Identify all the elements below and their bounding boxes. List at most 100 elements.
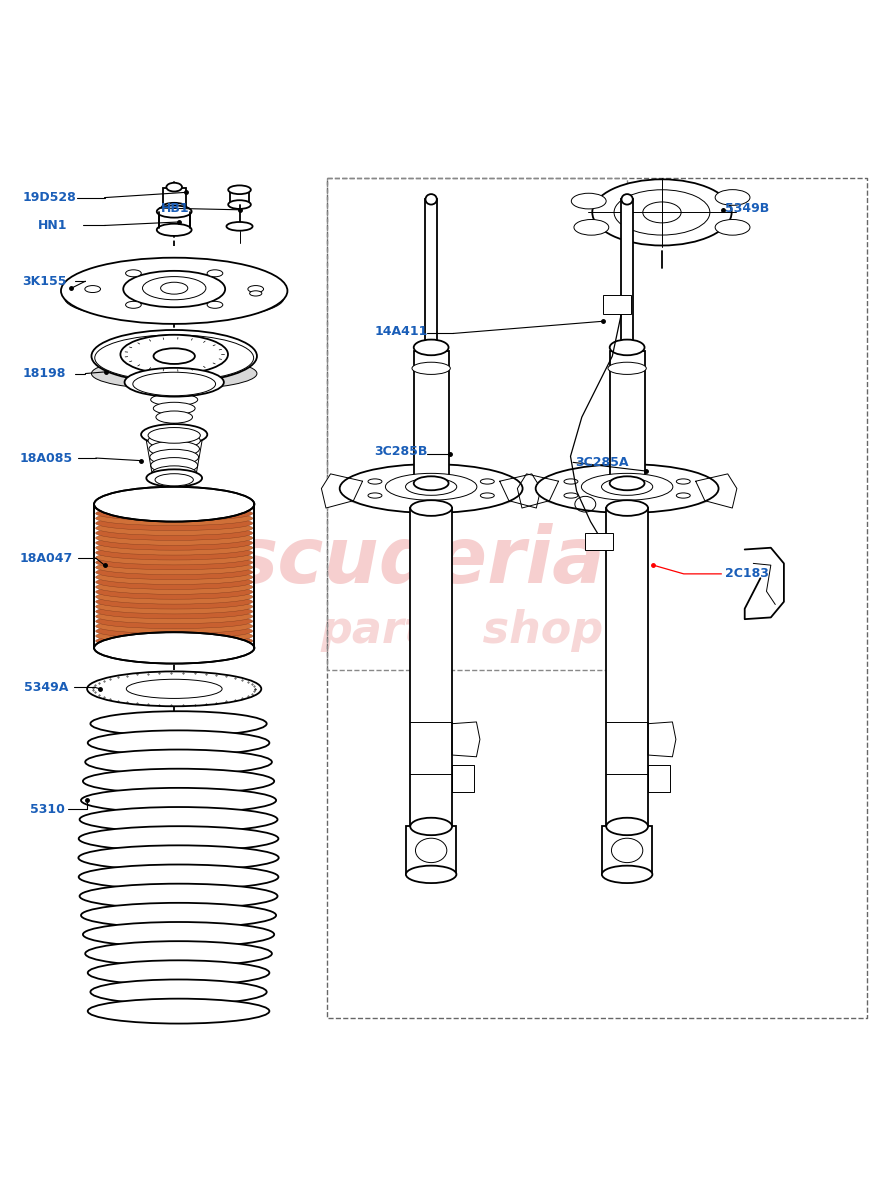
Ellipse shape	[611, 839, 643, 863]
Ellipse shape	[126, 679, 222, 698]
Ellipse shape	[91, 358, 257, 389]
Ellipse shape	[96, 634, 253, 648]
Ellipse shape	[156, 410, 192, 424]
Text: 18A047: 18A047	[19, 552, 72, 565]
Ellipse shape	[571, 193, 606, 209]
Ellipse shape	[96, 521, 253, 535]
Ellipse shape	[602, 479, 652, 496]
Text: HN1: HN1	[38, 218, 68, 232]
Text: 5349B: 5349B	[725, 202, 769, 215]
Bar	[585, 533, 613, 551]
Ellipse shape	[141, 424, 207, 445]
Ellipse shape	[410, 500, 452, 516]
Ellipse shape	[96, 580, 253, 594]
Polygon shape	[648, 764, 670, 792]
Text: scuderia: scuderia	[232, 523, 604, 599]
Ellipse shape	[481, 493, 495, 498]
Ellipse shape	[96, 570, 253, 584]
Ellipse shape	[582, 473, 672, 500]
Ellipse shape	[96, 594, 253, 610]
Ellipse shape	[207, 301, 223, 308]
Ellipse shape	[153, 402, 195, 414]
Ellipse shape	[91, 979, 267, 1004]
Ellipse shape	[91, 684, 257, 703]
Ellipse shape	[96, 599, 253, 614]
Text: 18A085: 18A085	[19, 451, 72, 464]
Ellipse shape	[606, 817, 648, 835]
Ellipse shape	[166, 182, 182, 192]
Ellipse shape	[84, 286, 100, 293]
Ellipse shape	[425, 343, 436, 352]
Ellipse shape	[564, 493, 577, 498]
Ellipse shape	[368, 479, 381, 484]
Ellipse shape	[406, 865, 456, 883]
Ellipse shape	[481, 479, 495, 484]
Ellipse shape	[88, 998, 269, 1024]
Ellipse shape	[79, 808, 278, 832]
Text: 3K155: 3K155	[23, 275, 67, 288]
Ellipse shape	[96, 565, 253, 580]
Ellipse shape	[83, 769, 274, 793]
Text: 3C285A: 3C285A	[575, 456, 628, 469]
Ellipse shape	[85, 941, 272, 966]
Ellipse shape	[610, 340, 645, 355]
Ellipse shape	[344, 484, 518, 511]
Bar	[606, 508, 648, 827]
Text: HB1: HB1	[161, 202, 190, 215]
Ellipse shape	[61, 258, 287, 324]
Ellipse shape	[715, 190, 750, 205]
Ellipse shape	[677, 479, 691, 484]
Ellipse shape	[78, 826, 279, 851]
Ellipse shape	[621, 343, 632, 352]
Text: parts  shop: parts shop	[320, 608, 604, 652]
Text: 5310: 5310	[30, 803, 64, 816]
Bar	[95, 504, 253, 648]
Ellipse shape	[81, 788, 276, 812]
Ellipse shape	[425, 194, 436, 204]
Ellipse shape	[148, 385, 200, 397]
Ellipse shape	[155, 474, 193, 486]
Ellipse shape	[415, 839, 447, 863]
Text: 19D528: 19D528	[23, 191, 77, 204]
Text: 3C285B: 3C285B	[375, 445, 428, 458]
Ellipse shape	[162, 203, 186, 211]
Ellipse shape	[83, 922, 274, 947]
Ellipse shape	[228, 200, 251, 209]
Ellipse shape	[96, 530, 253, 545]
Ellipse shape	[88, 960, 269, 985]
Ellipse shape	[96, 556, 253, 570]
Ellipse shape	[151, 457, 198, 473]
Ellipse shape	[207, 270, 223, 277]
Ellipse shape	[96, 605, 253, 619]
Ellipse shape	[157, 223, 192, 236]
Ellipse shape	[614, 190, 710, 235]
Polygon shape	[696, 474, 737, 508]
Ellipse shape	[96, 511, 253, 526]
Ellipse shape	[146, 469, 202, 487]
Ellipse shape	[160, 282, 188, 294]
Ellipse shape	[91, 330, 257, 383]
Bar	[410, 508, 452, 827]
Ellipse shape	[226, 222, 253, 230]
Ellipse shape	[248, 286, 264, 293]
Polygon shape	[648, 722, 676, 757]
Ellipse shape	[96, 589, 253, 604]
Ellipse shape	[78, 845, 279, 870]
Ellipse shape	[228, 186, 251, 194]
Ellipse shape	[87, 672, 261, 707]
Ellipse shape	[250, 290, 262, 296]
Ellipse shape	[64, 275, 284, 320]
Ellipse shape	[125, 368, 224, 397]
Bar	[425, 199, 436, 348]
Ellipse shape	[133, 372, 216, 396]
Ellipse shape	[125, 270, 141, 277]
Ellipse shape	[96, 619, 253, 634]
Text: 2C183: 2C183	[725, 568, 768, 581]
Text: 5349A: 5349A	[24, 680, 69, 694]
Ellipse shape	[94, 487, 254, 522]
Ellipse shape	[96, 584, 253, 599]
Bar	[621, 199, 632, 348]
Polygon shape	[452, 722, 480, 757]
Bar	[414, 350, 449, 480]
Ellipse shape	[150, 449, 199, 464]
